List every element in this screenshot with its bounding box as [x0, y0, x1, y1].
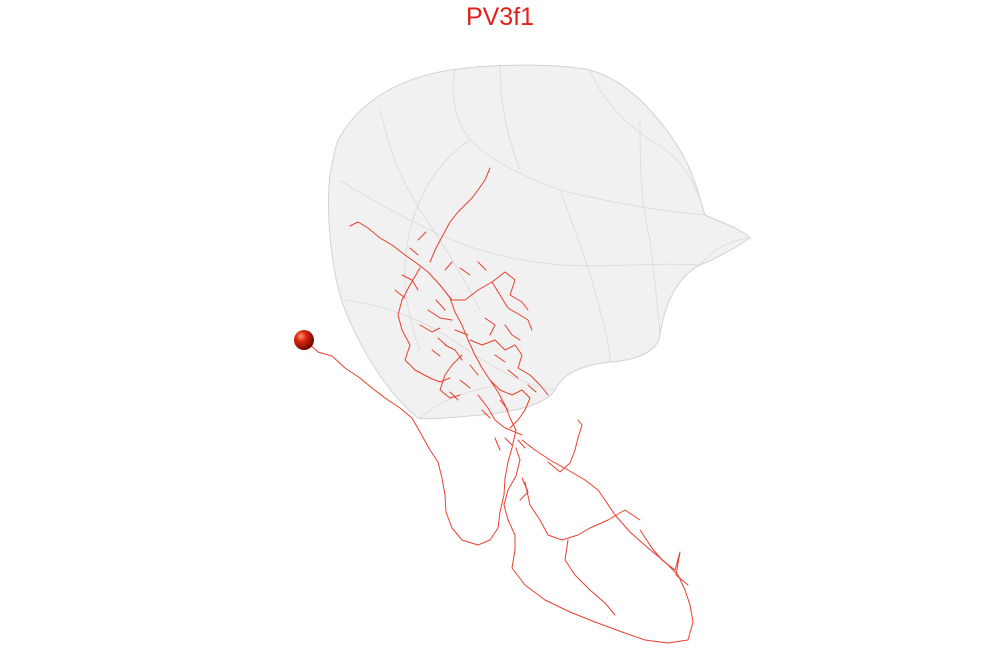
arbor-twigs-a: [419, 299, 521, 341]
arbor-branch-upper: [429, 167, 491, 263]
primary-neurite: [304, 339, 517, 546]
arbor-branch-low4: [477, 394, 523, 436]
arbor-branch-mid: [439, 281, 533, 331]
axon-loop-outer: [503, 439, 694, 644]
arbor-branch-low3: [489, 379, 531, 429]
arbor-branch-right: [491, 271, 529, 311]
arbor-branch-low2: [439, 354, 463, 399]
arbor-twigs-b: [444, 344, 537, 419]
arbor-twigs-c: [394, 231, 487, 299]
soma: [294, 330, 314, 350]
axon-branch-a: [564, 539, 616, 616]
neuron-title: PV3f1: [465, 3, 535, 31]
arbor-branch-left: [397, 267, 451, 383]
arbor-branch-low1: [469, 339, 549, 396]
arbor-twigs-d: [431, 337, 526, 451]
mesh-outline: [328, 64, 751, 420]
arbor-trunk: [349, 221, 517, 431]
axon-loop-inner: [524, 481, 641, 541]
axon-branch-d: [519, 477, 529, 501]
axon-branch-b: [639, 529, 689, 586]
neuropil-mesh: [328, 63, 751, 420]
neuron-skeleton: [304, 167, 694, 644]
axon-branch-c: [547, 419, 583, 473]
